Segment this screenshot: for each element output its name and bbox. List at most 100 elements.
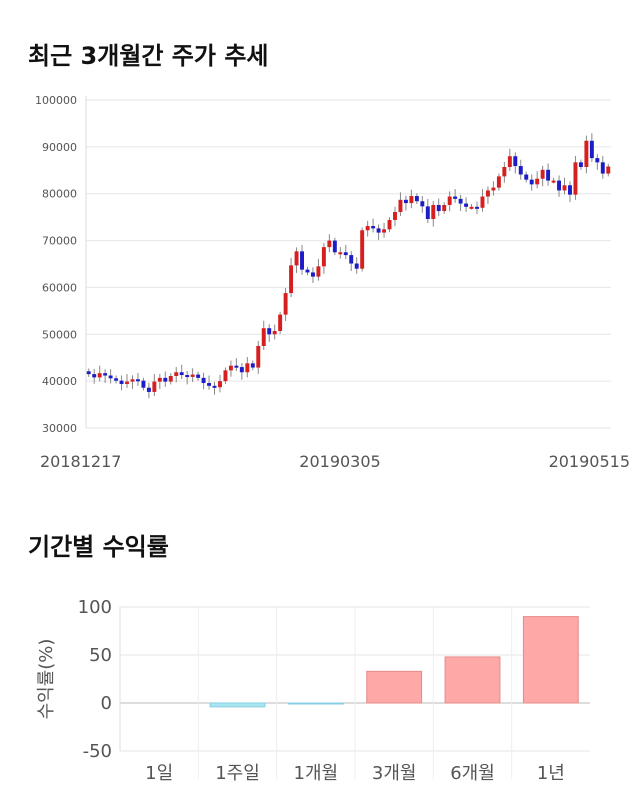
candle-up	[485, 190, 490, 197]
candle-down	[300, 251, 304, 270]
candle-up	[502, 167, 507, 177]
x-tick-label: 3개월	[372, 763, 417, 784]
candle-up	[97, 373, 102, 378]
candle-up	[491, 187, 496, 191]
candle-down	[250, 363, 255, 368]
candle-up	[174, 372, 179, 376]
x-tick-label: 6개월	[450, 763, 495, 784]
candle-up	[190, 374, 195, 377]
candle-down	[114, 378, 119, 381]
candle-down	[600, 162, 605, 174]
y-tick-label: 0	[101, 693, 112, 714]
candle-up	[283, 293, 288, 315]
candle-down	[119, 380, 124, 384]
candle-up	[573, 162, 578, 195]
x-tick-label: 1주일	[215, 763, 260, 784]
candle-down	[376, 228, 381, 233]
candle-down	[453, 196, 458, 199]
candle-up	[228, 365, 233, 371]
y-tick-label: 40000	[42, 375, 77, 388]
candle-down	[234, 365, 239, 368]
x-tick-label: 20190515	[549, 452, 630, 471]
candle-up	[447, 196, 452, 205]
return-bar	[522, 616, 579, 704]
candle-up	[398, 199, 403, 212]
candle-up	[496, 176, 501, 188]
candle-down	[513, 156, 518, 167]
candle-down	[332, 240, 337, 253]
candle-down	[343, 252, 348, 256]
candle-up	[387, 219, 392, 230]
candle-down	[108, 375, 113, 379]
candle-up	[157, 377, 162, 382]
y-tick-label: 80000	[42, 188, 77, 201]
candle-up	[431, 204, 436, 220]
y-tick-label: 100	[78, 597, 112, 618]
candle-up	[535, 178, 540, 185]
candle-up	[168, 375, 173, 382]
candle-up	[562, 185, 567, 191]
candle-up	[606, 166, 611, 174]
candle-down	[141, 380, 146, 388]
candle-down	[524, 174, 529, 180]
candle-up	[409, 196, 414, 204]
candle-up	[480, 196, 485, 208]
candle-down	[403, 199, 408, 204]
candle-up	[360, 230, 365, 269]
y-tick-label: 100000	[35, 94, 77, 107]
candle-down	[589, 140, 594, 159]
x-tick-label: 20190305	[299, 452, 380, 471]
candle-up	[540, 169, 545, 179]
candle-up	[393, 211, 397, 220]
y-tick-label: 50	[89, 645, 112, 666]
candle-up	[245, 363, 250, 373]
return-bar	[209, 702, 266, 708]
y-tick-label: 90000	[42, 141, 77, 154]
candle-up	[469, 206, 474, 209]
x-tick-label: 1개월	[294, 763, 339, 784]
candle-up	[584, 140, 589, 168]
candle-down	[146, 387, 151, 392]
candle-down	[86, 371, 91, 375]
candle-up	[338, 252, 343, 255]
return-bar	[287, 702, 344, 705]
candle-up	[442, 204, 447, 212]
candle-down	[464, 203, 469, 207]
candle-down	[557, 180, 562, 191]
y-tick-label: 50000	[42, 328, 77, 341]
y-tick-label: 60000	[42, 281, 77, 294]
candle-up	[256, 346, 261, 368]
candle-down	[349, 255, 354, 264]
x-tick-label: 1일	[145, 763, 173, 784]
candle-up	[321, 247, 326, 267]
candle-down	[529, 179, 534, 185]
candle-up	[382, 229, 387, 233]
candle-down	[201, 377, 206, 384]
y-tick-label: -50	[83, 741, 112, 762]
return-bar	[366, 670, 423, 704]
y-tick-label: 30000	[42, 422, 77, 435]
candle-up	[294, 251, 299, 266]
candle-down	[92, 374, 97, 378]
candle-down	[436, 204, 441, 212]
period-returns-title: 기간별 수익률	[28, 533, 169, 561]
return-bar	[444, 656, 501, 704]
candle-down	[354, 263, 359, 269]
candle-down	[103, 373, 108, 376]
candle-down	[458, 198, 463, 204]
candle-down	[163, 377, 168, 382]
candle-down	[185, 375, 190, 378]
candle-up	[278, 314, 283, 332]
candle-up	[125, 381, 129, 384]
candle-down	[305, 269, 310, 273]
candle-up	[223, 370, 228, 382]
candle-down	[135, 379, 140, 382]
candle-down	[310, 272, 315, 277]
candle-up	[261, 328, 266, 346]
candle-up	[152, 381, 157, 392]
candle-down	[196, 374, 201, 378]
candle-down	[420, 201, 425, 207]
price-candlestick-chart: 100000 90000 80000 70000 60000 50000 40000 3000…	[35, 94, 630, 471]
candle-down	[568, 185, 572, 195]
candle-up	[130, 379, 135, 382]
